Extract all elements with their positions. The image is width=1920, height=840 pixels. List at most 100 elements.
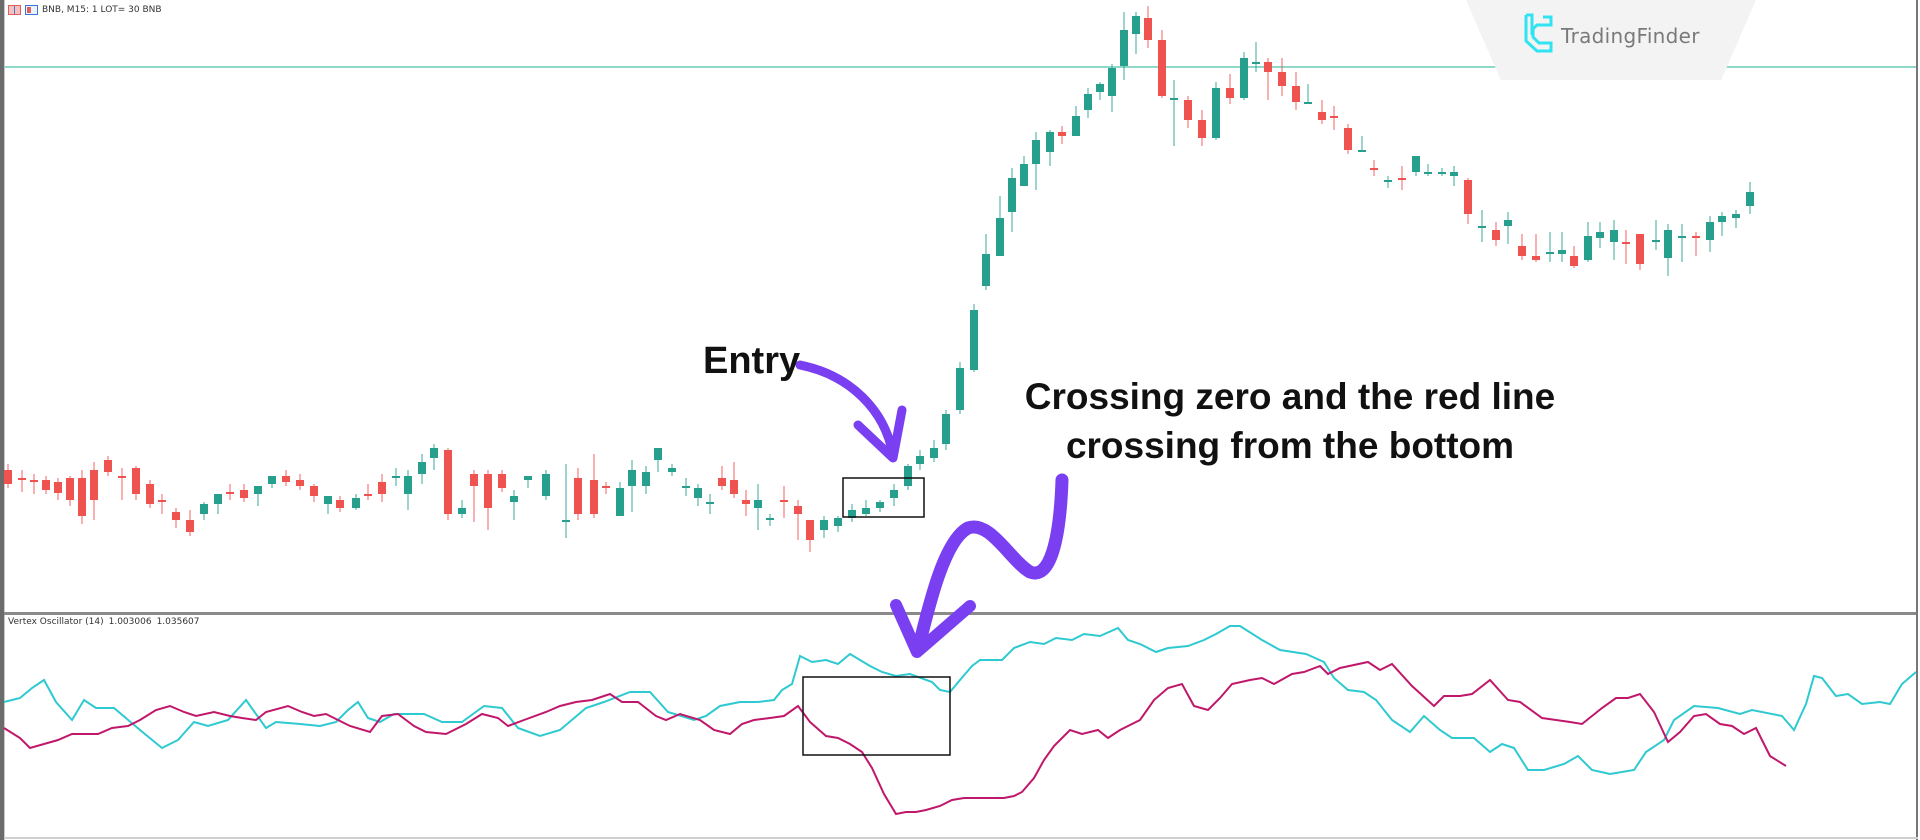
candle [1096,82,1104,100]
candle [1226,74,1234,104]
candle [1198,110,1206,146]
candle [1144,6,1152,48]
candle [104,456,112,476]
candle [916,450,924,470]
candle [1492,222,1500,246]
candle [996,196,1004,256]
candle [226,484,234,500]
time-axis-border [4,837,1918,839]
candle [404,470,412,510]
candle [392,468,400,486]
candle [970,304,978,372]
candle [1664,224,1672,276]
candle [1084,88,1092,118]
candle [1570,246,1578,268]
candle [364,484,372,500]
candle [1438,168,1446,176]
candle [214,494,222,514]
candle [1108,64,1116,112]
candle [510,490,518,520]
candle [240,484,248,502]
candle [1318,100,1326,124]
candle [942,410,950,450]
indicator-name: Vertex Oscillator (14) [8,617,104,627]
candle [1596,222,1604,248]
candle [1264,58,1272,100]
candle [1464,178,1472,224]
price-axis[interactable] [1916,0,1918,840]
candle [654,448,662,472]
candle [1450,166,1458,186]
candle [1008,168,1016,232]
indicator-value-2: 1.035607 [156,617,200,627]
candle [1718,212,1726,236]
candle [430,444,438,470]
candle [1330,106,1338,130]
candle [1020,156,1028,186]
candle [1532,234,1540,262]
candle [1610,220,1618,260]
candlestick-chart[interactable] [0,0,1920,612]
candle [90,462,98,520]
candle [706,494,714,514]
candle [1278,58,1286,96]
candle [524,476,532,488]
horizontal-price-line[interactable] [4,66,1916,68]
candle [1706,216,1714,252]
candle [4,464,12,488]
candle [542,470,550,500]
candle [296,474,304,490]
candle [982,234,990,290]
candle [1518,234,1526,260]
candle [1058,126,1066,144]
candle [172,508,180,528]
candle [1746,182,1754,214]
vi-plus-line [3,625,1917,776]
candle [42,476,50,494]
candle [1424,164,1432,176]
candle [848,504,856,522]
candle [324,496,332,514]
candle [54,478,62,500]
candle [1304,84,1312,104]
crossing-explanation: Crossing zero and the red line crossing … [1010,372,1570,470]
candle [562,464,570,538]
candle [1240,52,1248,100]
candle [602,482,610,494]
candle [1252,42,1260,72]
candle [1678,224,1686,262]
entry-arrow-icon [795,360,907,463]
candle [1120,12,1128,80]
candle [694,484,702,506]
candle [682,478,690,496]
candle [1622,230,1630,264]
candle [1046,130,1054,166]
candle [1184,96,1192,128]
candle [718,466,726,490]
candle [930,440,938,462]
candle [132,466,140,500]
candle [336,496,344,512]
candle [1370,160,1378,176]
candle [590,454,598,518]
candle [876,500,884,512]
candle [1032,132,1040,190]
candle [254,486,262,506]
candle [890,484,898,506]
crossing-line-2: crossing from the bottom [1065,425,1515,466]
candle [1732,210,1740,228]
candle [1072,106,1080,136]
chart-type-icon[interactable] [8,5,21,15]
candle [956,362,964,414]
chart-header: BNB, M15: 1 LOT= 30 BNB [8,3,162,17]
color-scheme-icon[interactable] [25,5,38,15]
candle [628,460,636,512]
candle [1132,12,1140,54]
candle [66,476,74,506]
candle [268,476,276,488]
entry-label: Entry [703,340,801,382]
entry-candles-box [842,477,925,518]
